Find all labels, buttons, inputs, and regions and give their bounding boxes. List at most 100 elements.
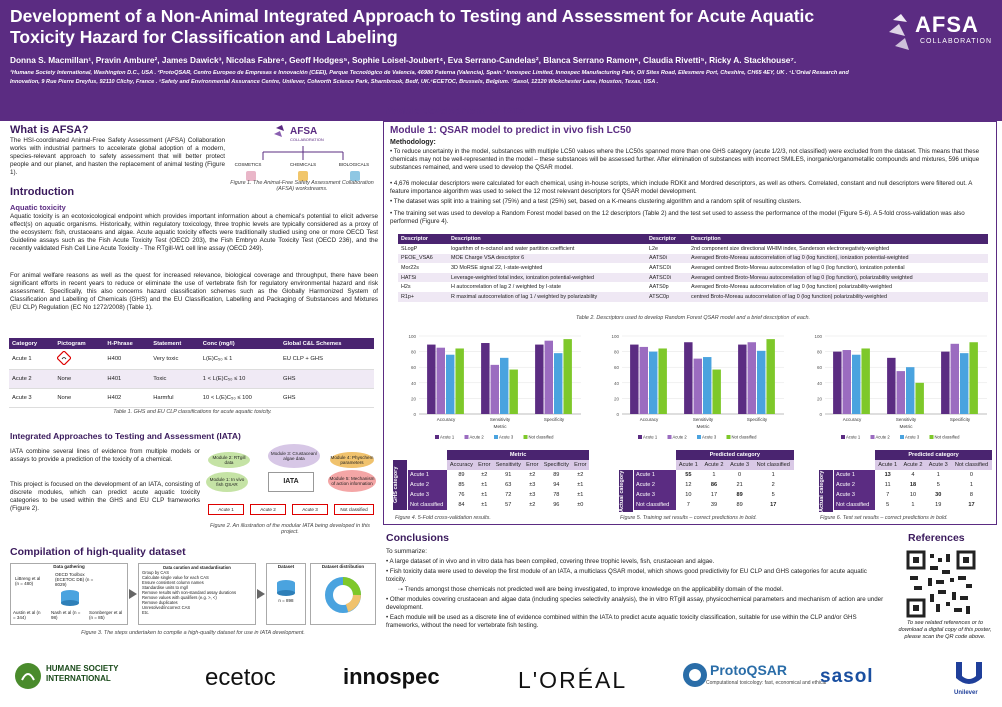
table-cell: ±1	[481, 492, 488, 498]
table-row: Acute 2 85 ±1 63 ±3 94 ±1	[408, 480, 589, 490]
table-cell: Not classified	[834, 500, 876, 510]
table-cell	[834, 460, 876, 470]
table-cell	[634, 450, 676, 460]
x-tick-label: Sensitivity	[693, 417, 714, 422]
y-tick-label: 20	[411, 396, 417, 401]
figure-5-caption: Figure 5. Training set results – correct…	[620, 515, 757, 521]
table-row: Predicted category	[834, 450, 992, 460]
table-cell: 10 < L(E)C₅₀ ≤ 100	[199, 388, 280, 408]
bar	[658, 348, 667, 414]
table-header: Acute 3	[925, 460, 951, 470]
bar	[509, 369, 518, 414]
y-tick-label: 60	[411, 365, 417, 370]
legend-label: Acute 1	[440, 435, 455, 440]
table-row: Not classified 7 39 89 17	[634, 500, 794, 510]
table-cell: H402	[104, 388, 151, 408]
sponsor-sasol: sasol	[820, 666, 874, 687]
table-row: Acute 1 55 1 0 1	[634, 470, 794, 480]
table-cell: 2nd component size directional WHIM inde…	[691, 245, 890, 252]
legend-label: Not classified	[529, 435, 555, 440]
table-cell: SLogP	[401, 245, 418, 252]
conclusions-intro: To summarize:	[386, 548, 427, 555]
table-header: Acute 1	[675, 460, 702, 470]
output-not-classified: Not classified	[334, 504, 374, 515]
legend-swatch	[900, 435, 904, 439]
x-axis-label: Metric	[493, 424, 507, 430]
methodology-bullet-text: The dataset was split into a training se…	[393, 198, 802, 205]
table-cell: Averaged centred Broto-Moreau autocorrel…	[691, 264, 905, 271]
legend-label: Not classified	[732, 435, 758, 440]
table-cell: 8	[969, 492, 974, 498]
bar	[757, 350, 766, 414]
data-gathering-box: Data gathering LiBreng et al (n = 480) O…	[10, 563, 128, 625]
source-3: Austin et al (n = 344)	[13, 610, 41, 620]
curation-step: Group by CAS	[142, 570, 169, 575]
conclusion-item-text: Fish toxicity data were used to develop …	[386, 568, 867, 583]
bar	[500, 357, 509, 414]
metric-title: Metric	[447, 450, 589, 460]
table-cell: 13	[884, 472, 891, 478]
introduction-title: Introduction	[10, 186, 75, 198]
bar	[842, 350, 851, 414]
bar	[969, 342, 978, 414]
legend-label: Acute 2	[876, 435, 891, 440]
table-cell	[634, 460, 676, 470]
methodology-bullet: • 4,676 molecular descriptors were calcu…	[390, 180, 973, 195]
table-cell: 86	[710, 482, 718, 488]
table-cell: GHS	[279, 388, 374, 408]
workstream-tree-icon	[262, 146, 344, 160]
conclusions-title: Conclusions	[386, 532, 450, 544]
iata-center-node: IATA	[268, 472, 314, 492]
table-cell: 1 < L(E)C₅₀ ≤ 10	[199, 369, 280, 389]
sponsor-loreal: L'ORÉAL	[518, 667, 628, 693]
data-gathering-title: Data gathering	[53, 564, 85, 569]
table-cell: 10	[909, 492, 917, 498]
conclusion-item: • Other modules covering crustacean and …	[386, 596, 884, 611]
compilation-title: Compilation of high-quality dataset	[10, 546, 186, 558]
bar	[712, 369, 721, 414]
table-cell: Acute 3	[634, 490, 676, 500]
sponsor-innospec: innospec	[343, 664, 440, 689]
qr-code-icon[interactable]	[906, 550, 976, 618]
methodology-bullet-text: To reduce uncertainty in the model, subs…	[390, 148, 980, 171]
flow-arrow-icon	[257, 589, 265, 599]
x-axis-label: Metric	[899, 424, 913, 430]
x-tick-label: Accuracy	[640, 417, 659, 422]
output-acute-3: Acute 3	[292, 504, 328, 515]
table-header: Not classified	[950, 460, 992, 470]
table-row: Acute 2 11 18 5 1	[834, 480, 992, 490]
table-cell: 3D MoRSE signal 22, I-state-weighted	[451, 264, 543, 271]
table-row: Acute 1 H400 Very toxic L(E)C₅₀ ≤ 1 EU C…	[9, 349, 374, 370]
bar	[852, 354, 861, 414]
table-header-row: Acute 1 Acute 2 Acute 3 Not classified	[834, 460, 992, 470]
ghs-classification-table: Category Pictogram H-Phrase Statement Co…	[9, 338, 374, 408]
compilation-flow-figure: Data gathering LiBreng et al (n = 480) O…	[10, 563, 376, 625]
poster-authors: Donna S. Macmillan¹, Pravin Ambure², Jam…	[10, 55, 797, 65]
curation-step: Unresolved/incorrect CAS	[142, 605, 191, 610]
dataset-box: Dataset n = 898	[266, 563, 306, 625]
table-cell: Acute 3	[408, 490, 448, 500]
methodology-bullet-text: 4,676 molecular descriptors were calcula…	[390, 180, 973, 195]
table-cell: 89	[736, 502, 743, 508]
table-row: Not classified 84 ±1 57 ±2 96 ±0	[408, 500, 589, 510]
table-cell: 11	[884, 482, 891, 488]
workstream-icons	[246, 171, 360, 181]
table-cell: R maximal autocorrelation of lag 1 / wei…	[448, 291, 646, 302]
curation-step: Remove results with non-standard assay d…	[142, 590, 237, 595]
table-header: H-Phrase	[104, 338, 151, 349]
bar	[941, 351, 950, 414]
bar	[436, 347, 445, 414]
table-row: Acute 3 7 10 30 8	[834, 490, 992, 500]
table-cell: 21	[736, 482, 743, 488]
bar	[738, 344, 747, 414]
table-2-caption: Table 2. Descriptors used to develop Ran…	[575, 315, 811, 321]
figure-4-caption: Figure 4. 5-Fold cross-validation result…	[395, 515, 491, 521]
table-cell: Acute 1	[634, 470, 676, 480]
figure-3-caption: Figure 3. The steps undertaken to compil…	[81, 630, 305, 636]
workstream-cosmetics: COSMETICS	[234, 162, 262, 167]
table-header: Error	[571, 460, 589, 470]
legend-swatch	[523, 435, 528, 439]
conclusion-item: • Fish toxicity data were used to develo…	[386, 568, 867, 583]
table-header: Conc (mg/l)	[199, 338, 280, 349]
conclusion-item: • A large dataset of in vivo and in vitr…	[386, 558, 715, 565]
